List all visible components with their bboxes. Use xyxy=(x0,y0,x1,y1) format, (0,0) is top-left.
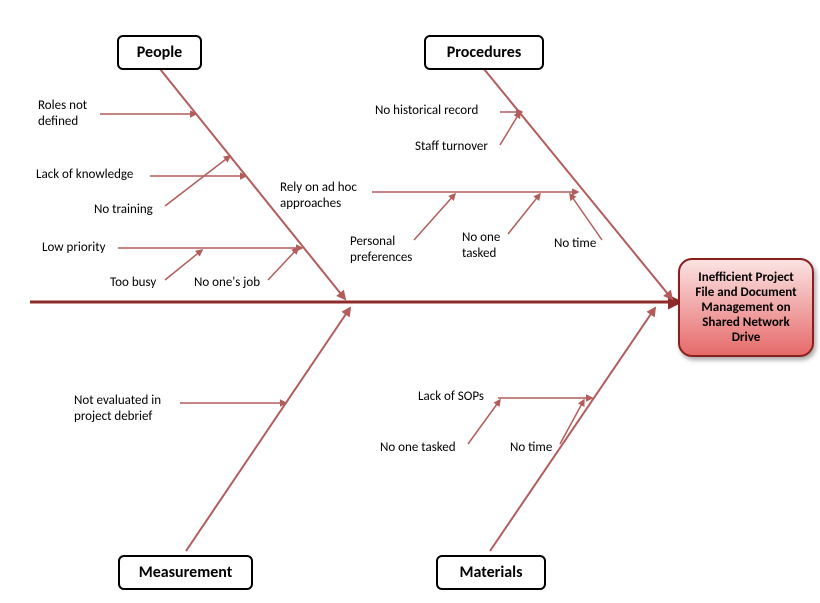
cause-label-3: Low priority xyxy=(42,240,105,256)
cause-line-15 xyxy=(560,400,584,444)
cause-line-10 xyxy=(508,194,540,234)
effect-box: Inefficient Project File and Document Ma… xyxy=(678,258,814,357)
cause-label-11: No time xyxy=(554,236,596,252)
cause-line-7 xyxy=(500,112,520,145)
category-people: People xyxy=(117,35,202,70)
cause-label-14: No one tasked xyxy=(380,440,456,456)
cause-label-0: Roles not defined xyxy=(38,98,87,129)
cause-line-5 xyxy=(268,248,298,280)
cause-line-2 xyxy=(165,156,230,206)
category-procedures: Procedures xyxy=(424,35,544,70)
cause-line-9 xyxy=(414,194,455,240)
cause-line-11 xyxy=(570,194,602,240)
cause-label-2: No training xyxy=(94,202,153,218)
cause-label-15: No time xyxy=(510,440,552,456)
bone-1 xyxy=(484,69,672,299)
category-materials: Materials xyxy=(436,555,546,590)
cause-label-8: Rely on ad hoc approaches xyxy=(280,180,357,211)
bone-2 xyxy=(186,308,350,551)
cause-label-6: No historical record xyxy=(375,103,478,119)
cause-label-5: No one's job xyxy=(194,275,260,291)
cause-label-9: Personal preferences xyxy=(350,234,412,265)
cause-label-1: Lack of knowledge xyxy=(36,167,133,183)
cause-label-7: Staff turnover xyxy=(415,139,488,155)
cause-label-4: Too busy xyxy=(110,275,156,291)
cause-label-13: Lack of SOPs xyxy=(418,389,484,405)
bone-3 xyxy=(490,308,655,551)
category-measurement: Measurement xyxy=(118,555,253,590)
cause-label-12: Not evaluated in project debrief xyxy=(74,393,161,424)
cause-label-10: No one tasked xyxy=(462,230,500,261)
cause-line-14 xyxy=(468,400,500,444)
